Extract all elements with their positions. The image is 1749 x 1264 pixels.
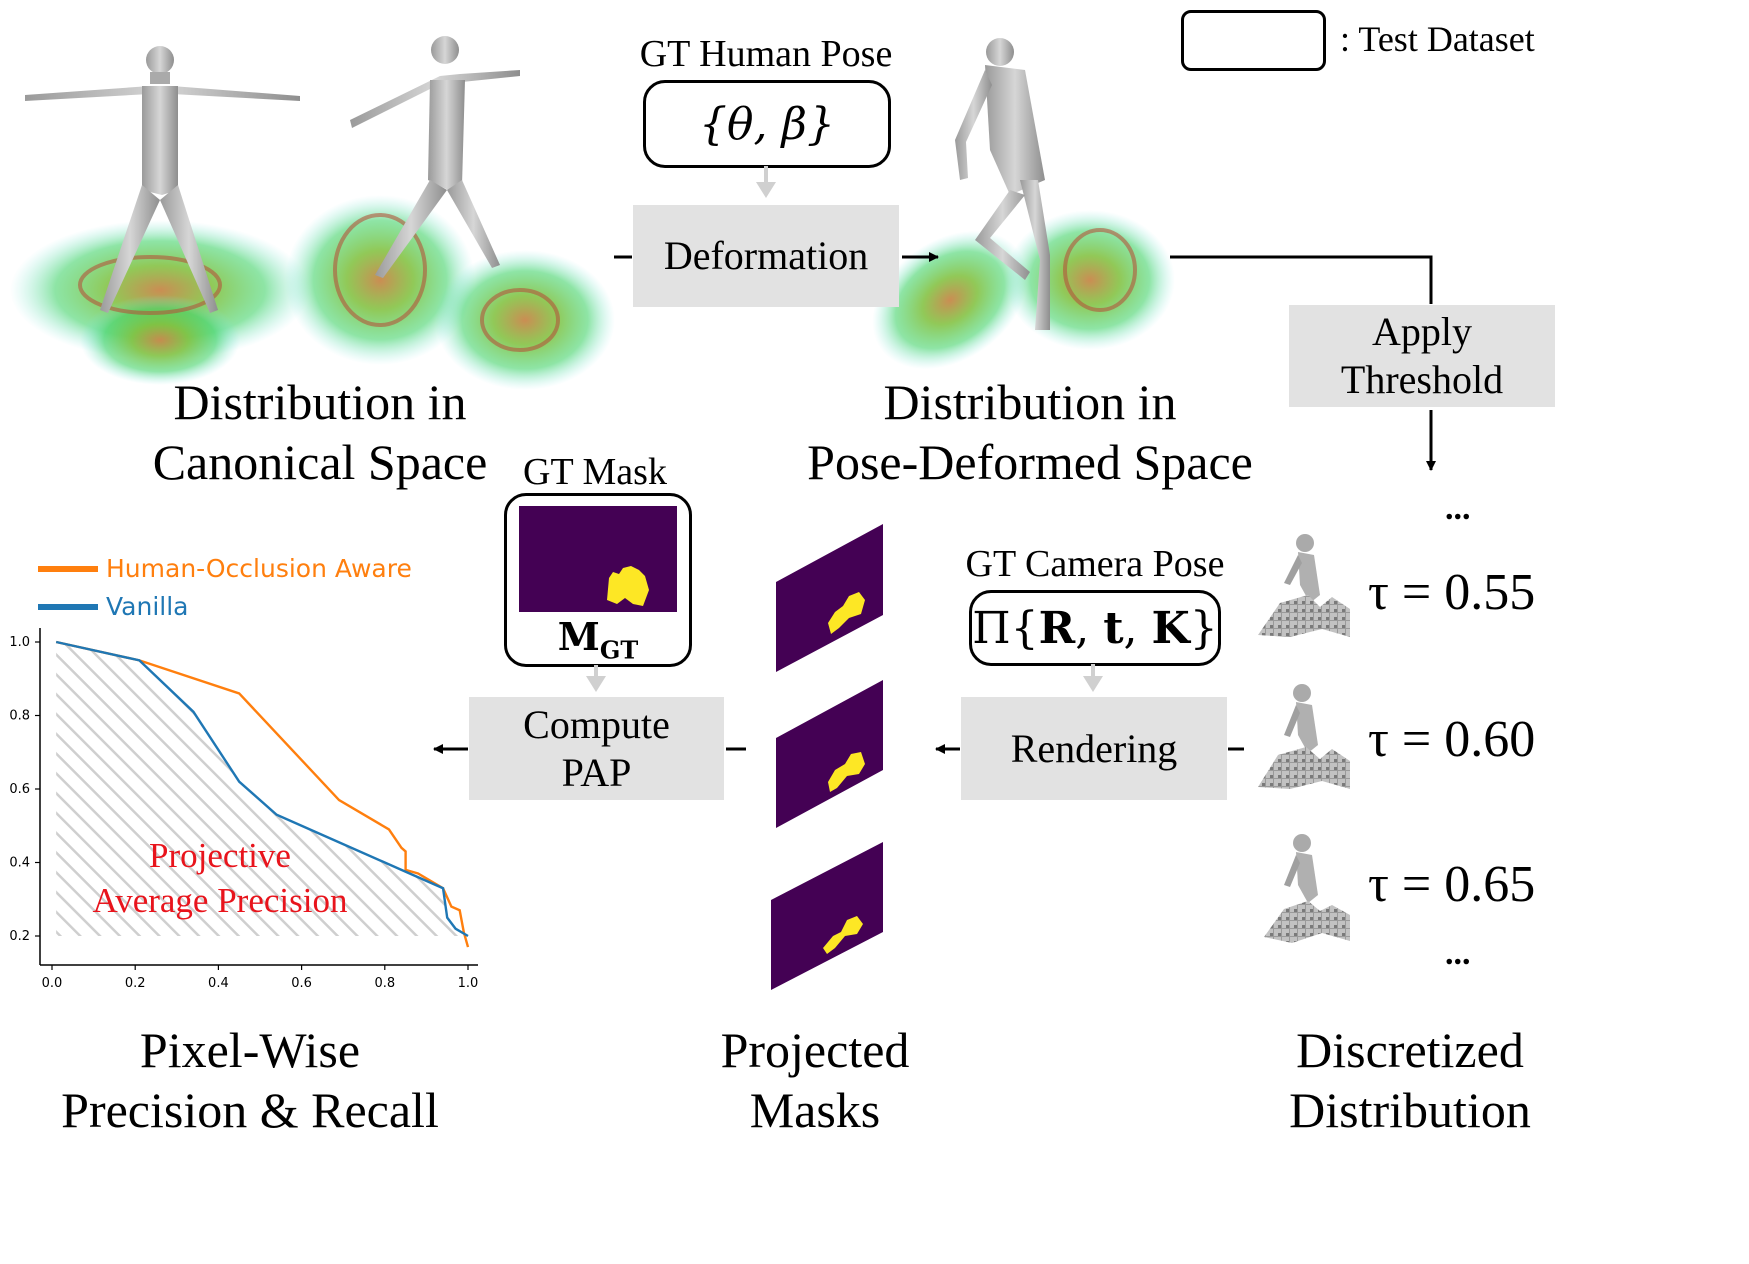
rendering-label: Rendering — [1010, 725, 1178, 771]
pr-caption-line-1: Pixel-Wise — [139, 1022, 361, 1078]
rendering-box: Rendering — [961, 697, 1227, 800]
threshold-ellipsis-top: ... — [1445, 490, 1471, 527]
compute-pap-label-line-1: Compute — [523, 701, 670, 747]
apply-threshold-label-line-2: Threshold — [1340, 357, 1504, 402]
apply-threshold-box: Apply Threshold — [1289, 305, 1555, 407]
test-dataset-legend-swatch — [1181, 10, 1326, 71]
gt-human-pose-parameters: {θ, β} — [699, 98, 835, 150]
apply-threshold-label-line-1: Apply — [1372, 309, 1472, 354]
y-tick-label: 1.0 — [9, 635, 30, 650]
gt-camera-pose-box: Π{R, t, K} — [969, 590, 1221, 666]
pap-area-label-line-1: Projective — [149, 836, 291, 875]
canonical-distribution-illustration — [10, 36, 615, 390]
voxel-figure-2 — [1258, 684, 1350, 789]
precision-recall-chart: 0.0 0.2 0.4 0.6 0.8 1.0 0.2 0.4 0.6 0.8 1.0 — [9, 628, 478, 991]
compute-pap-label-line-2: PAP — [561, 749, 632, 795]
y-tick-label: 0.8 — [9, 709, 30, 724]
masks-caption-line-2: Masks — [749, 1082, 881, 1138]
chart-legend-orange-label: Human-Occlusion Aware — [106, 554, 412, 583]
series-line-vanilla — [55, 640, 469, 938]
gt-camera-pose-parameters: Π{R, t, K} — [972, 602, 1218, 654]
chart-legend-orange-swatch — [38, 566, 98, 572]
projected-mask-3 — [771, 842, 883, 990]
chart-series — [55, 640, 470, 948]
gt-mask-box: MGT — [504, 493, 692, 667]
gt-mask-symbol-m: M — [557, 614, 600, 659]
canonical-caption-line-2: Canonical Space — [152, 434, 488, 490]
camera-math-k: K — [1151, 602, 1190, 654]
gt-human-pose-title: GT Human Pose — [639, 33, 893, 75]
pose-deformed-distribution-illustration — [872, 38, 1175, 370]
camera-math-prefix: Π{ — [972, 602, 1039, 654]
deformed-to-threshold-line — [1170, 255, 1433, 304]
x-tick-label: 0.0 — [42, 976, 63, 991]
x-tick-label: 0.8 — [374, 976, 395, 991]
projected-masks-illustration — [771, 524, 883, 990]
discretized-caption-line-1: Discretized — [1296, 1022, 1524, 1078]
gt-mask-image — [519, 506, 677, 612]
x-tick-label: 0.6 — [291, 976, 312, 991]
canonical-figure-1 — [10, 46, 310, 385]
chart-axes: 0.0 0.2 0.4 0.6 0.8 1.0 0.2 0.4 0.6 0.8 1.0 — [9, 628, 478, 991]
deformed-caption-line-1: Distribution in — [883, 374, 1177, 430]
gt-mask-symbol-subscript: GT — [599, 635, 639, 665]
pap-area-label: Projective Average Precision — [60, 833, 380, 923]
deformed-caption-line-2: Pose-Deformed Space — [807, 434, 1253, 490]
pap-area-label-line-2: Average Precision — [92, 881, 348, 920]
y-tick-label: 0.2 — [9, 929, 30, 944]
masks-caption-line-1: Projected — [720, 1022, 910, 1078]
camera-math-r: R — [1038, 602, 1076, 654]
camera-math-t: t — [1103, 602, 1124, 654]
series-line-human-occlusion-aware — [55, 640, 470, 948]
chart-legend-blue-label: Vanilla — [106, 592, 189, 621]
pr-caption-line-2: Precision & Recall — [61, 1082, 439, 1138]
threshold-ellipsis-bottom: ... — [1445, 935, 1471, 972]
x-tick-label: 0.2 — [125, 976, 146, 991]
deformation-label: Deformation — [663, 233, 869, 278]
canonical-caption-line-1: Distribution in — [173, 374, 467, 430]
threshold-value-3: τ = 0.65 — [1368, 856, 1536, 913]
camera-math-suffix: } — [1189, 602, 1218, 654]
projected-mask-2 — [776, 680, 883, 828]
voxel-figure-1 — [1258, 534, 1350, 637]
x-tick-label: 1.0 — [458, 976, 479, 991]
x-tick-label: 0.4 — [208, 976, 229, 991]
y-tick-label: 0.6 — [9, 782, 30, 797]
discretized-distribution-caption: Discretized Distribution — [1260, 1020, 1560, 1140]
compute-pap-box: Compute PAP — [469, 697, 724, 800]
discretized-voxel-figures — [1258, 534, 1350, 943]
discretized-caption-line-2: Distribution — [1289, 1082, 1531, 1138]
gt-human-pose-box: {θ, β} — [643, 80, 891, 168]
pr-caption: Pixel-Wise Precision & Recall — [30, 1020, 470, 1140]
canonical-figure-2 — [285, 36, 615, 390]
threshold-value-2: τ = 0.60 — [1368, 711, 1536, 768]
gt-camera-pose-title: GT Camera Pose — [965, 543, 1225, 585]
gt-mask-foreground — [607, 566, 649, 606]
chart-legend-blue-swatch — [38, 604, 98, 610]
projected-mask-1 — [776, 524, 883, 672]
gt-mask-title: GT Mask — [523, 451, 667, 493]
y-tick-label: 0.4 — [9, 856, 30, 871]
canonical-space-caption: Distribution in Canonical Space — [110, 372, 530, 492]
deformation-box: Deformation — [633, 205, 899, 307]
threshold-value-1: τ = 0.55 — [1368, 564, 1536, 621]
pap-shaded-area — [56, 642, 468, 936]
test-dataset-legend-label: : Test Dataset — [1340, 19, 1535, 59]
voxel-figure-3 — [1264, 834, 1350, 943]
projected-masks-caption: Projected Masks — [660, 1020, 970, 1140]
gt-mask-symbol: MGT — [507, 614, 689, 665]
pose-deformed-space-caption: Distribution in Pose-Deformed Space — [780, 372, 1280, 492]
